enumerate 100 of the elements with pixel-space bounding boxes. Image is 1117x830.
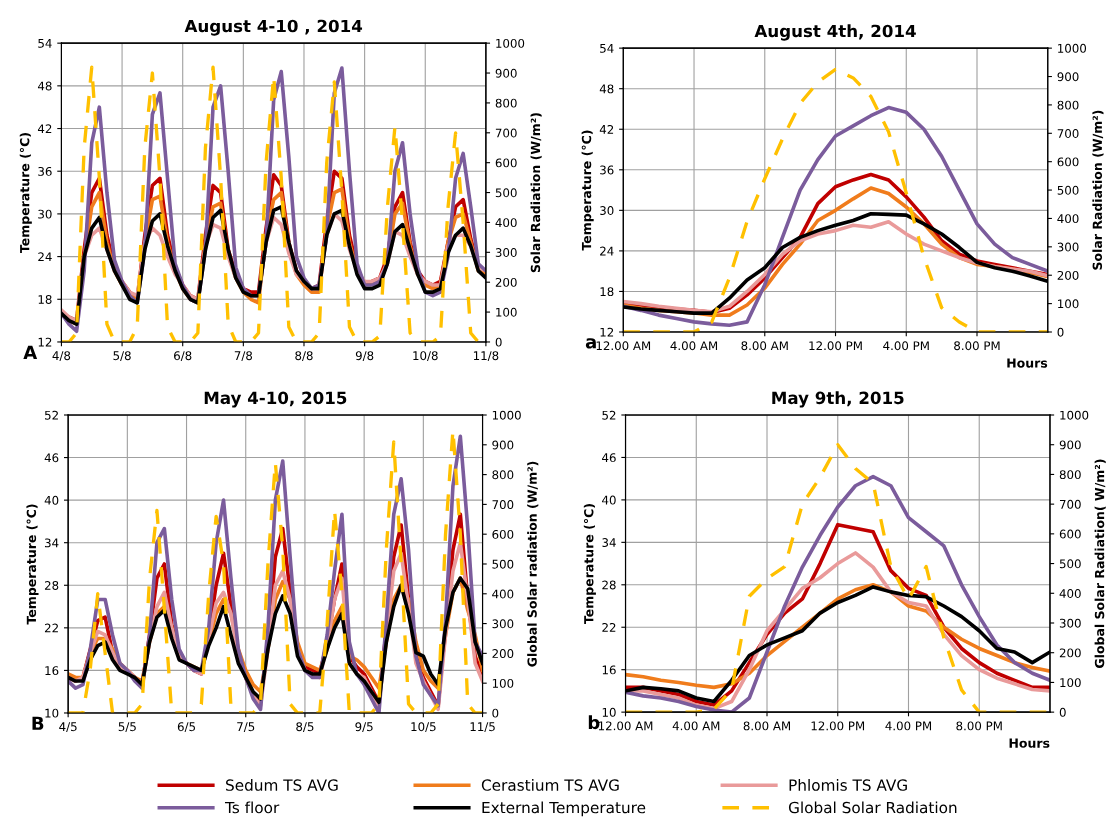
y-tick-label: 24 (38, 252, 52, 262)
y-tick-label: 18 (38, 295, 52, 304)
y-axis-title: Temperature (°C) (581, 130, 594, 251)
y2-tick-label: 400 (492, 589, 514, 599)
chart-title: August 4-10 , 2014 (184, 19, 363, 36)
x-tick-label: 7/5 (237, 722, 255, 733)
x-tick-label: 8/5 (296, 722, 314, 733)
legend-label: Ts floor (224, 801, 280, 814)
y2-tick-label: 300 (1057, 242, 1079, 252)
y-tick-label: 52 (602, 410, 616, 420)
y2-tick-label: 900 (1059, 440, 1081, 450)
legend-label: Phlomis TS AVG (789, 779, 907, 791)
x-tick-label: 8.00 PM (954, 341, 1000, 351)
y2-tick-label: 700 (1057, 129, 1079, 138)
y2-tick-label: 400 (1057, 214, 1079, 224)
x-tick-label: 9/8 (355, 351, 374, 362)
y-tick-label: 24 (600, 246, 614, 256)
legend-label: Cerastium TS AVG (481, 779, 619, 791)
x-tick-label: 4.00 AM (670, 341, 718, 351)
y2-tick-label: 100 (1058, 299, 1079, 309)
x-tick-label: 9/5 (355, 722, 373, 733)
y-tick-label: 22 (602, 622, 616, 632)
line-series (623, 105, 1048, 328)
y-tick-label: 30 (600, 206, 614, 215)
y2-tick-label: 900 (1057, 72, 1079, 82)
y-tick-label: 40 (44, 495, 59, 505)
y2-tick-label: 500 (1059, 559, 1081, 569)
y2-tick-label: 0 (1059, 707, 1066, 717)
y-axis-title: Temperature (°C) (19, 133, 32, 254)
y-axis-title: Temperature (°C) (583, 504, 596, 625)
x-tick-label: 7/8 (234, 351, 253, 362)
x-tick-label: 8.00 AM (741, 341, 788, 351)
y2-tick-label: 0 (495, 337, 502, 347)
x-tick-label: 8.00 PM (956, 721, 1002, 731)
y2-axis-title: Solar Radiation (W/m²) (1092, 110, 1104, 270)
x-tick-label: 8/8 (295, 351, 313, 362)
y2-tick-label: 800 (495, 98, 517, 108)
y-tick-label: 54 (38, 39, 52, 48)
y2-tick-label: 700 (1059, 499, 1081, 509)
x-tick-label: 11/5 (470, 722, 495, 733)
y-tick-label: 10 (45, 708, 59, 718)
legend-label: External Temperature (482, 801, 646, 817)
x-tick-label: 12.00 AM (596, 341, 651, 351)
y2-tick-label: 700 (495, 128, 517, 138)
y-tick-label: 54 (600, 44, 614, 53)
text: B (32, 716, 44, 730)
y-tick-label: 46 (602, 453, 616, 463)
text: A (23, 345, 38, 359)
y-tick-label: 34 (602, 538, 616, 547)
x-tick-label: 4.00 PM (883, 341, 929, 351)
y-tick-label: 52 (45, 410, 58, 420)
y2-tick-label: 400 (1059, 589, 1081, 598)
y2-tick-label: 200 (492, 649, 514, 659)
y2-tick-label: 1000 (1058, 43, 1087, 53)
legend-label: Global Solar Radiation (788, 801, 957, 814)
y2-tick-label: 500 (495, 188, 517, 198)
y2-tick-label: 1000 (496, 38, 525, 48)
y2-axis-title: Global Solar radiation (W/m²) (527, 461, 539, 667)
y2-tick-label: 600 (1059, 529, 1081, 539)
y-tick-label: 48 (37, 81, 52, 91)
x-tick-label: 6/5 (177, 722, 196, 733)
x-axis-title: Hours (1009, 738, 1050, 748)
y-tick-label: 18 (600, 287, 614, 297)
x-tick-label: 10/5 (411, 722, 436, 733)
y2-tick-label: 800 (1057, 100, 1079, 110)
y2-tick-label: 1000 (492, 410, 521, 420)
y-tick-label: 28 (44, 580, 59, 590)
chart-title: August 4th, 2014 (754, 24, 916, 41)
y2-tick-label: 500 (1057, 185, 1079, 195)
y2-tick-label: 400 (495, 218, 517, 228)
x-tick-label: 4.00 AM (672, 721, 720, 731)
x-tick-label: 12.00 AM (598, 721, 653, 731)
y-tick-label: 48 (599, 84, 614, 94)
y2-axis-title: Global Solar Radiation( W/m²) (1094, 459, 1106, 668)
y-tick-label: 42 (37, 124, 52, 134)
y2-tick-label: 300 (495, 248, 517, 257)
y-tick-label: 12 (600, 327, 614, 337)
y-tick-label: 36 (38, 166, 52, 176)
y-tick-label: 40 (602, 495, 616, 505)
y2-tick-label: 200 (495, 277, 517, 287)
y-tick-label: 30 (38, 209, 52, 219)
x-tick-label: 11/8 (473, 351, 499, 362)
y2-tick-label: 800 (492, 470, 514, 480)
y2-tick-label: 100 (492, 678, 514, 688)
y2-tick-label: 100 (496, 307, 517, 317)
y-tick-label: 16 (45, 666, 59, 676)
x-tick-label: 10/8 (413, 351, 438, 362)
y-tick-label: 36 (600, 165, 614, 175)
y2-tick-label: 600 (492, 529, 514, 539)
y2-tick-label: 300 (492, 619, 514, 629)
y-tick-label: 22 (44, 623, 58, 633)
x-tick-label: 12.00 PM (811, 721, 865, 731)
y2-tick-label: 500 (492, 559, 514, 569)
x-tick-label: 4/8 (52, 351, 71, 362)
y2-tick-label: 200 (1059, 648, 1081, 658)
legend-label: Sedum TS AVG (226, 779, 338, 791)
chart-title: May 4-10, 2015 (204, 391, 347, 408)
x-tick-label: 4.00 PM (885, 721, 932, 731)
x-tick-label: 5/5 (118, 722, 136, 733)
y2-tick-label: 0 (492, 708, 499, 718)
